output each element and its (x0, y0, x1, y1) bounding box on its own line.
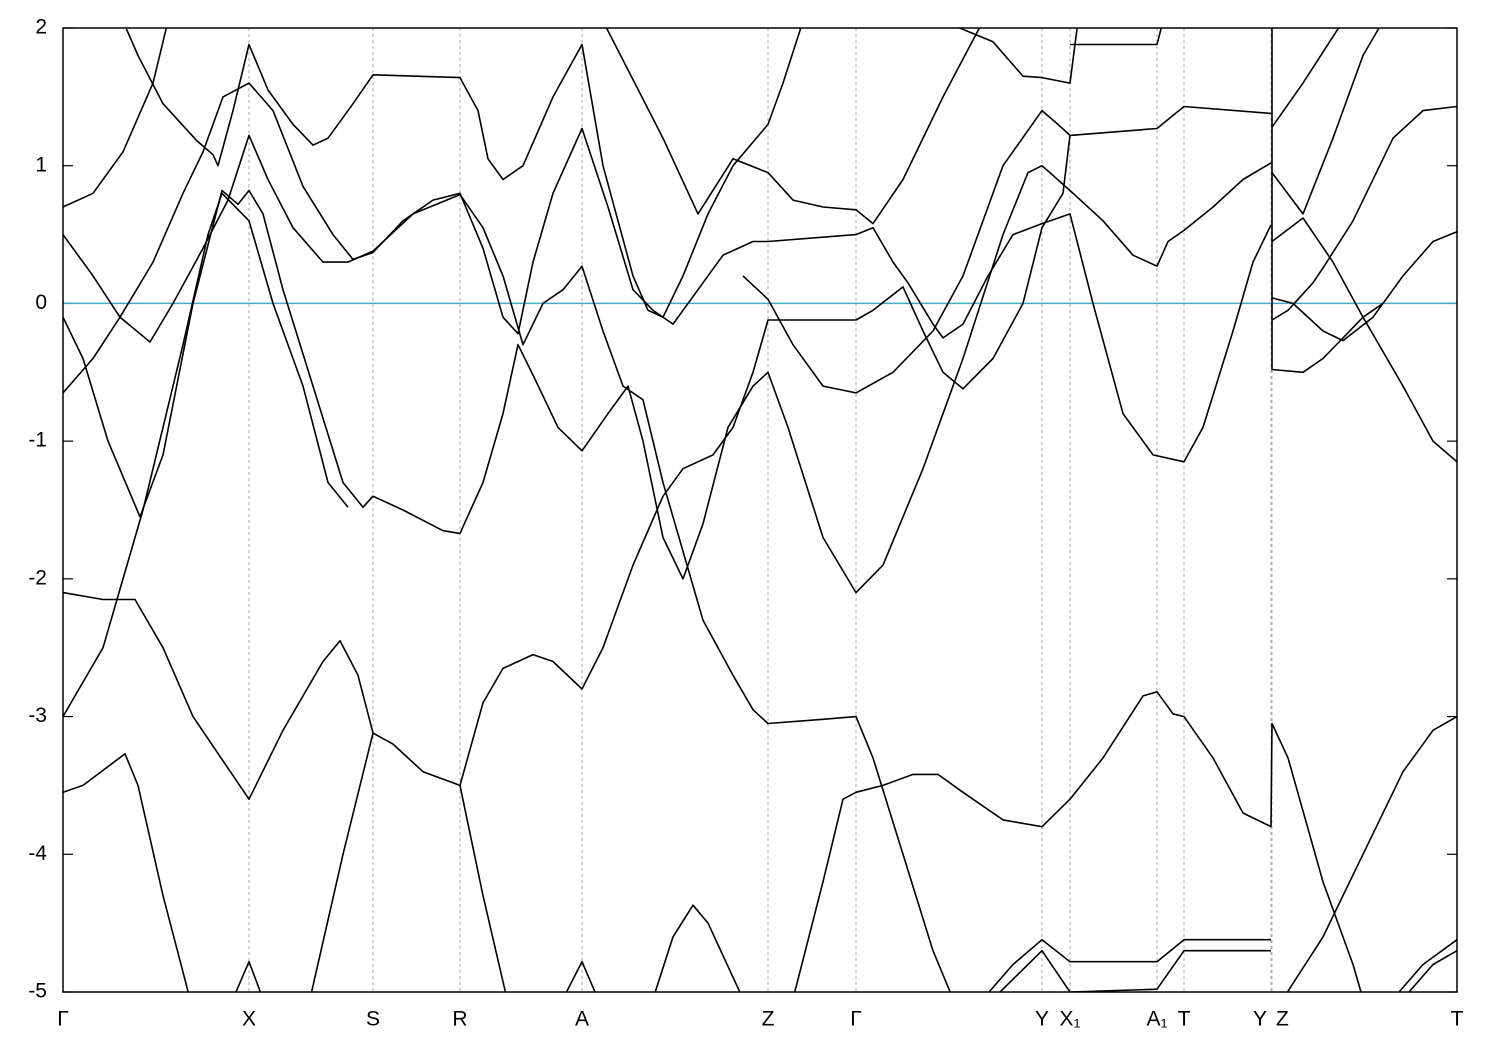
grid-layer (62, 27, 1458, 993)
y-tick-label: 1 (35, 153, 47, 176)
x-tick-label: R (452, 1008, 467, 1031)
labels-layer: 210-1-2-3-4-5Γ X S R A Z Γ Y X₁ A₁ T Y Z T (28, 16, 1463, 1031)
bands (63, 28, 1457, 992)
band-line (63, 105, 1272, 800)
x-tick-label: X (242, 1008, 256, 1031)
x-tick-label: Y (1253, 1008, 1267, 1031)
band-line (565, 960, 596, 992)
y-tick-label: -2 (28, 566, 47, 589)
band-line (1271, 28, 1384, 374)
y-tick-label: -5 (28, 980, 47, 1003)
band-line (1271, 28, 1380, 215)
x-tick-label: Γ (57, 1008, 69, 1031)
band-line (1286, 715, 1457, 992)
plot-frame (62, 27, 1458, 993)
band-line (1271, 217, 1457, 463)
y-tick-label: -3 (28, 704, 47, 727)
y-tick-label: 0 (35, 291, 47, 314)
band-line (605, 28, 981, 225)
x-tick-label: S (366, 1008, 380, 1031)
band-line (63, 753, 190, 992)
y-tick-label: -4 (28, 842, 47, 865)
band-line (1070, 28, 1163, 46)
x-tick-label: X₁ (1059, 1008, 1080, 1031)
band-line (1397, 939, 1457, 992)
x-tick-label: A₁ (1146, 1008, 1167, 1031)
x-tick-label: Z (1276, 1008, 1289, 1031)
band-line (957, 28, 1078, 84)
band-line (310, 732, 507, 992)
x-tick-label: T (1451, 1008, 1464, 1031)
band-line (793, 691, 1362, 992)
x-tick-label: T (1178, 1008, 1191, 1031)
x-tick-label: A (575, 1008, 589, 1031)
y-tick-label: -1 (28, 429, 47, 452)
x-tick-label: Y (1035, 1008, 1049, 1031)
band-line (1407, 950, 1457, 992)
band-line (63, 192, 349, 718)
band-line (63, 134, 952, 992)
y-tick-label: 2 (35, 16, 47, 39)
band-line (235, 960, 262, 992)
band-line (987, 938, 1271, 992)
band-line (125, 28, 802, 318)
x-tick-label: Γ (850, 1008, 862, 1031)
band-line (1271, 105, 1457, 321)
band-line (63, 162, 1272, 594)
band-line (1271, 28, 1340, 128)
x-tick-label: Z (762, 1008, 775, 1031)
band-line (654, 904, 741, 992)
band-line (1271, 231, 1457, 342)
band-line (998, 949, 1271, 992)
band-line (742, 109, 1071, 394)
band-line (63, 82, 1272, 463)
band-line (63, 28, 168, 208)
